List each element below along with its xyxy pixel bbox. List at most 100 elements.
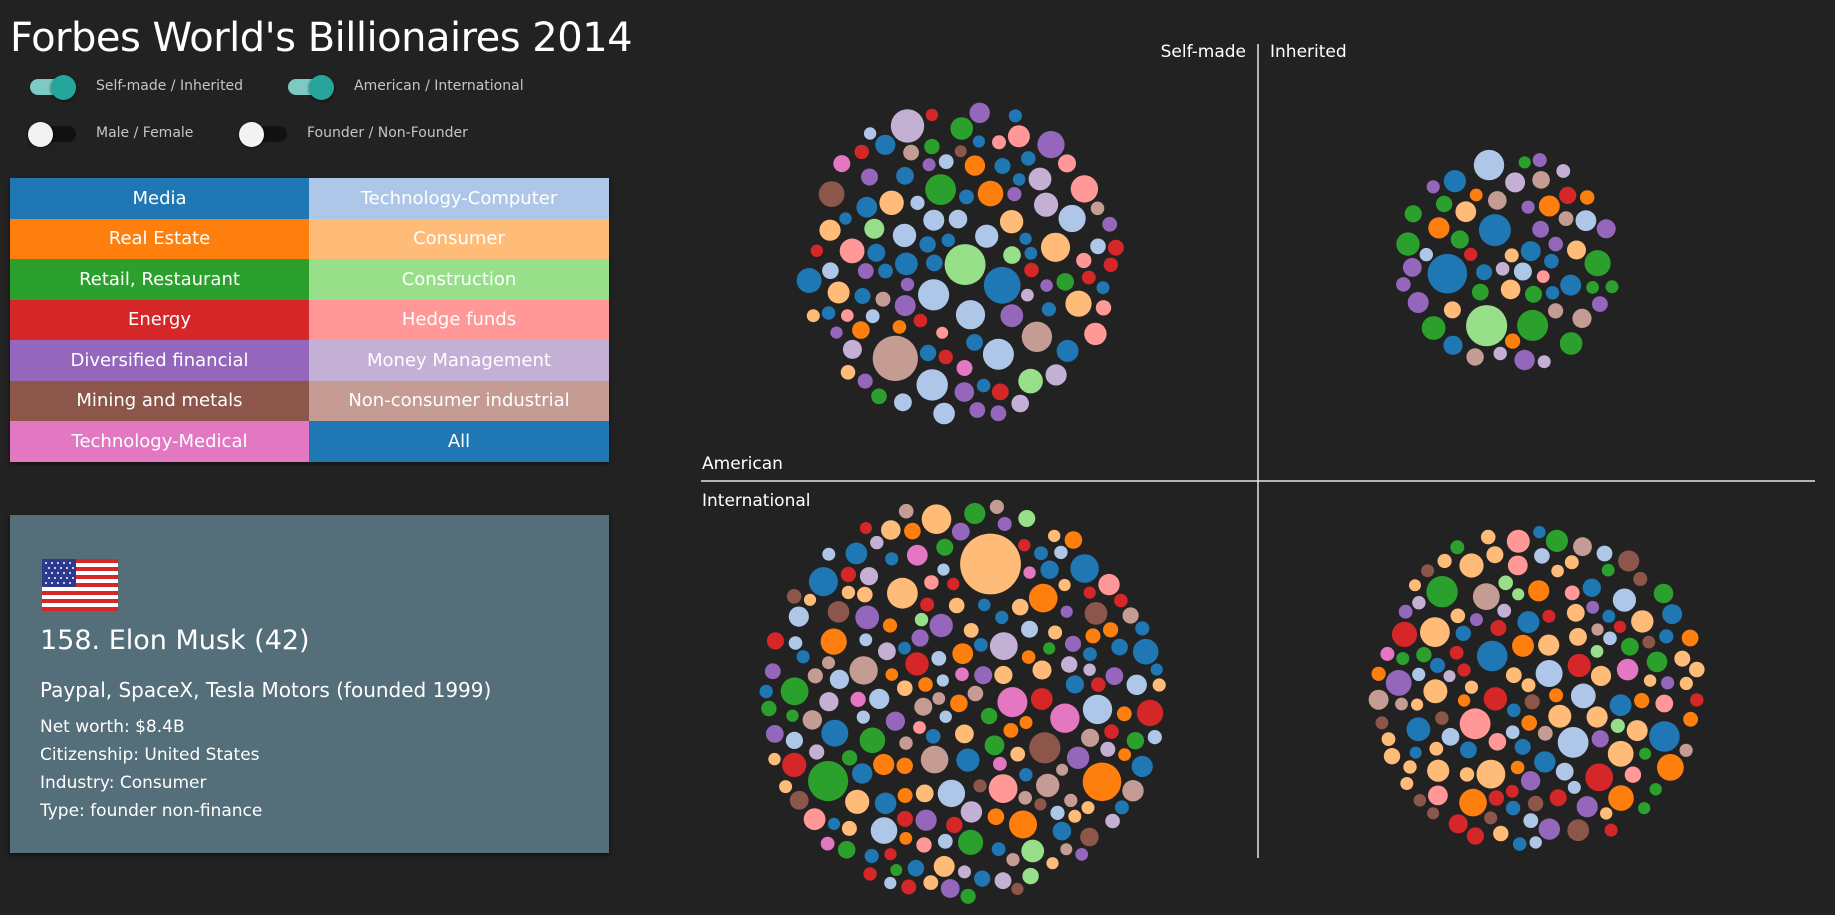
billionaire-bubble[interactable]	[1545, 286, 1560, 300]
billionaire-bubble[interactable]	[932, 692, 946, 705]
billionaire-bubble[interactable]	[960, 801, 983, 823]
billionaire-bubble[interactable]	[1105, 667, 1124, 685]
billionaire-bubble[interactable]	[1608, 785, 1634, 811]
billionaire-bubble[interactable]	[887, 577, 918, 609]
billionaire-bubble[interactable]	[1497, 603, 1512, 618]
billionaire-bubble[interactable]	[1064, 635, 1082, 652]
billionaire-bubble[interactable]	[1464, 247, 1478, 261]
billionaire-bubble[interactable]	[1019, 716, 1033, 729]
billionaire-bubble[interactable]	[1643, 674, 1657, 687]
billionaire-bubble[interactable]	[1102, 216, 1118, 232]
billionaire-bubble[interactable]	[1532, 153, 1547, 168]
billionaire-bubble[interactable]	[914, 697, 933, 716]
billionaire-bubble[interactable]	[1591, 730, 1609, 748]
billionaire-bubble[interactable]	[1135, 621, 1150, 636]
billionaire-bubble[interactable]	[786, 709, 799, 722]
billionaire-bubble[interactable]	[788, 636, 803, 650]
billionaire-bubble[interactable]	[1100, 741, 1116, 757]
billionaire-bubble[interactable]	[841, 820, 857, 836]
billionaire-bubble[interactable]	[850, 691, 866, 708]
billionaire-bubble[interactable]	[916, 837, 932, 853]
billionaire-bubble[interactable]	[885, 668, 899, 681]
billionaire-bubble[interactable]	[1464, 680, 1479, 694]
billionaire-bubble[interactable]	[988, 774, 1018, 803]
billionaire-bubble[interactable]	[1064, 531, 1083, 549]
billionaire-bubble[interactable]	[1612, 588, 1636, 612]
billionaire-bubble[interactable]	[944, 244, 986, 286]
billionaire-bubble[interactable]	[905, 652, 929, 676]
billionaire-bubble[interactable]	[1512, 634, 1534, 657]
billionaire-bubble[interactable]	[766, 632, 784, 650]
billionaire-bubble[interactable]	[954, 145, 967, 158]
billionaire-bubble[interactable]	[1122, 607, 1139, 624]
billionaire-bubble[interactable]	[1681, 629, 1699, 647]
billionaire-bubble[interactable]	[1081, 801, 1095, 815]
billionaire-bubble[interactable]	[1564, 585, 1580, 601]
billionaire-bubble[interactable]	[940, 879, 960, 898]
billionaire-bubble[interactable]	[890, 109, 925, 143]
billionaire-bubble[interactable]	[1564, 555, 1579, 570]
billionaire-bubble[interactable]	[1131, 755, 1153, 778]
billionaire-bubble[interactable]	[958, 865, 971, 879]
toggle-self-made-inherited[interactable]: Self-made / Inherited	[28, 69, 243, 103]
billionaire-bubble[interactable]	[1472, 583, 1500, 610]
billionaire-bubble[interactable]	[1527, 795, 1544, 812]
billionaire-bubble[interactable]	[975, 224, 999, 248]
billionaire-bubble[interactable]	[782, 752, 807, 778]
billionaire-bubble[interactable]	[926, 254, 943, 272]
billionaire-bubble[interactable]	[1082, 762, 1122, 802]
billionaire-bubble[interactable]	[1455, 201, 1477, 223]
billionaire-bubble[interactable]	[1083, 586, 1096, 599]
billionaire-bubble[interactable]	[898, 503, 914, 519]
billionaire-bubble[interactable]	[1655, 694, 1674, 713]
billionaire-bubble[interactable]	[1484, 811, 1498, 825]
billionaire-bubble[interactable]	[973, 779, 987, 793]
billionaire-bubble[interactable]	[1505, 784, 1519, 798]
billionaire-bubble[interactable]	[1080, 827, 1099, 847]
billionaire-bubble[interactable]	[1533, 525, 1546, 539]
billionaire-bubble[interactable]	[1385, 670, 1412, 696]
billionaire-bubble[interactable]	[1517, 611, 1540, 634]
billionaire-bubble[interactable]	[1548, 236, 1563, 252]
billionaire-bubble[interactable]	[1466, 348, 1484, 366]
billionaire-bubble[interactable]	[1601, 563, 1615, 577]
billionaire-bubble[interactable]	[1653, 583, 1674, 604]
billionaire-bubble[interactable]	[1036, 773, 1060, 798]
billionaire-bubble[interactable]	[857, 586, 873, 603]
billionaire-bubble[interactable]	[901, 879, 917, 895]
billionaire-bubble[interactable]	[1514, 738, 1531, 755]
billionaire-bubble[interactable]	[761, 700, 777, 717]
billionaire-bubble[interactable]	[974, 638, 988, 652]
billionaire-bubble[interactable]	[1421, 316, 1446, 340]
billionaire-bubble[interactable]	[1421, 564, 1435, 578]
billionaire-bubble[interactable]	[1493, 346, 1507, 361]
billionaire-bubble[interactable]	[1081, 728, 1100, 747]
billionaire-bubble[interactable]	[1054, 545, 1068, 560]
billionaire-bubble[interactable]	[1402, 258, 1422, 277]
billionaire-bubble[interactable]	[827, 601, 850, 623]
billionaire-bubble[interactable]	[1084, 322, 1107, 346]
billionaire-bubble[interactable]	[1590, 645, 1604, 658]
billionaire-bubble[interactable]	[892, 320, 907, 334]
billionaire-bubble[interactable]	[1457, 663, 1471, 677]
billionaire-bubble[interactable]	[1095, 300, 1112, 316]
billionaire-bubble[interactable]	[1596, 545, 1613, 562]
billionaire-bubble[interactable]	[882, 618, 898, 633]
billionaire-bubble[interactable]	[1674, 650, 1691, 667]
billionaire-bubble[interactable]	[1056, 763, 1069, 776]
billionaire-bubble[interactable]	[1600, 807, 1613, 820]
billionaire-bubble[interactable]	[874, 792, 897, 815]
billionaire-bubble[interactable]	[785, 731, 803, 750]
billionaire-bubble[interactable]	[1566, 603, 1585, 622]
billionaire-bubble[interactable]	[833, 155, 851, 173]
billionaire-bubble[interactable]	[1060, 605, 1073, 618]
billionaire-bubble[interactable]	[1050, 703, 1080, 733]
billionaire-bubble[interactable]	[856, 710, 870, 724]
billionaire-bubble[interactable]	[1520, 771, 1541, 791]
billionaire-bubble[interactable]	[1028, 583, 1058, 613]
billionaire-bubble[interactable]	[1584, 250, 1611, 277]
billionaire-bubble[interactable]	[974, 666, 993, 685]
billionaire-bubble[interactable]	[906, 544, 928, 566]
billionaire-bubble[interactable]	[967, 685, 984, 702]
billionaire-bubble[interactable]	[1586, 281, 1599, 294]
